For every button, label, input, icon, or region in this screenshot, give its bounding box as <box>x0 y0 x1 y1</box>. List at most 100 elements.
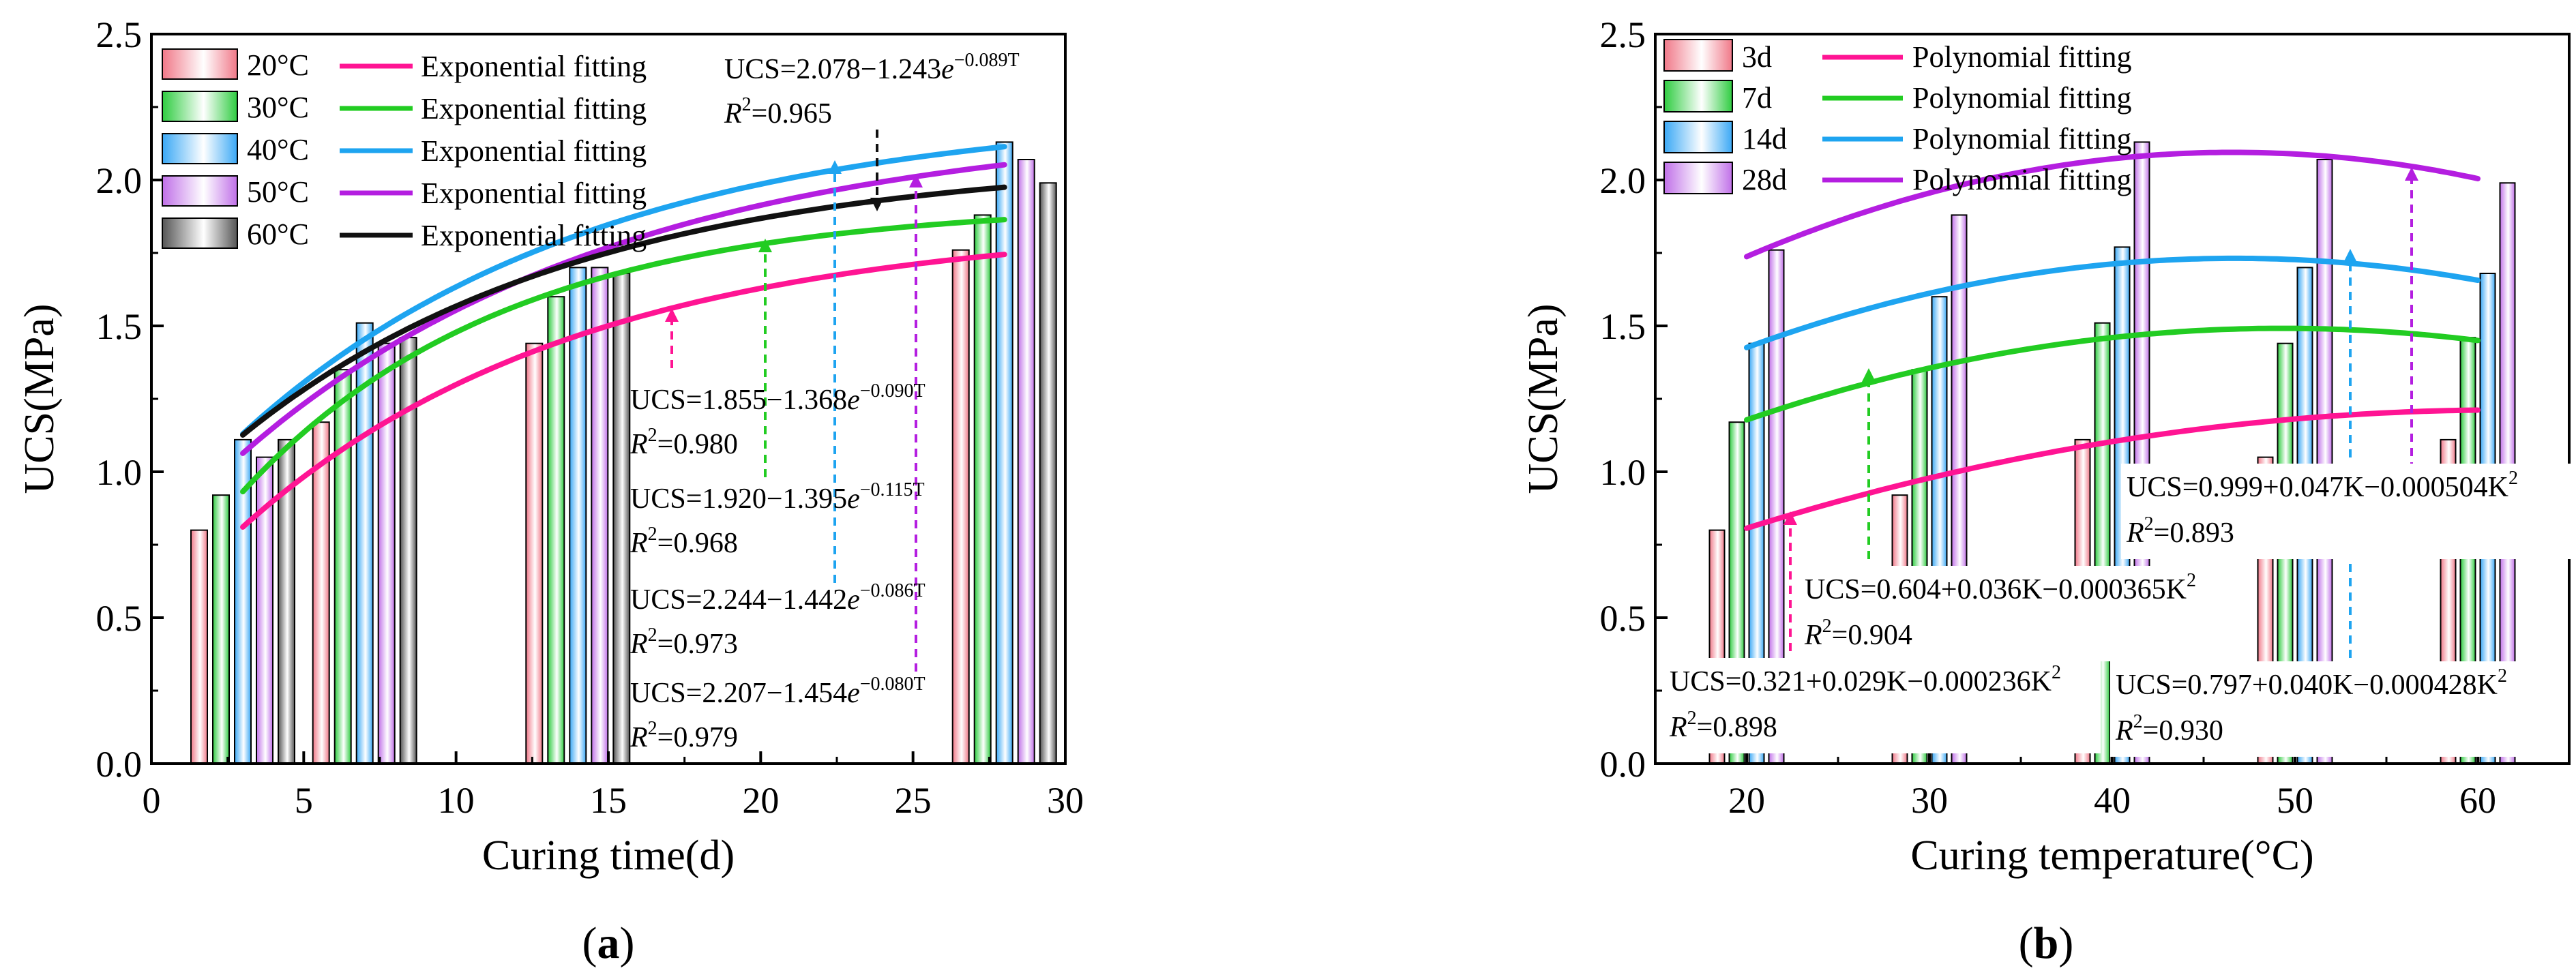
equation-7d: UCS=0.604+0.036K−0.000365K2 <box>1805 570 2196 605</box>
x-tick-label-30: 30 <box>1911 780 1948 821</box>
equation-30c: UCS=1.920−1.395e−0.115T <box>630 479 925 515</box>
legend-swatch-60c <box>162 217 238 249</box>
legend-swatch-28d <box>1663 162 1733 194</box>
legend-label-14d: 14d <box>1742 122 1787 155</box>
legend-swatch-20c <box>162 48 238 80</box>
legend-fit-label-40c: Exponential fitting <box>421 134 647 168</box>
annotation-arrows-b <box>1783 167 2418 658</box>
y-tick-label-2.5: 2.5 <box>1600 14 1646 55</box>
y-tick-label-1.5: 1.5 <box>96 306 143 347</box>
legend-fit-label-3d: Polynomial fitting <box>1912 40 2131 74</box>
bar-20c-7 <box>312 421 330 764</box>
r2-50c: R2=0.979 <box>630 718 738 753</box>
equation-bg-3d <box>1664 658 2101 753</box>
bar-50c-14 <box>591 267 609 764</box>
legend-swatch-50c <box>162 175 238 207</box>
x-tick-label-20: 20 <box>742 780 779 821</box>
bar-20c-14 <box>525 342 544 764</box>
legend-swatch-14d <box>1663 121 1733 153</box>
equation-50c: UCS=2.207−1.454e−0.080T <box>630 674 926 709</box>
equation-40c: UCS=2.244−1.442e−0.086T <box>630 580 926 616</box>
y-tick-label-0.0: 0.0 <box>1600 744 1646 785</box>
equation-14d: UCS=0.797+0.040K−0.000428K2 <box>2116 665 2507 701</box>
bar-40c-14 <box>569 267 587 764</box>
legend-item-50c: 50°C Exponential fitting <box>162 175 647 210</box>
bar-60c-7 <box>399 337 417 765</box>
x-axis-label-b: Curing temperature(°C) <box>1910 832 2313 879</box>
bar-50c-7 <box>377 342 396 764</box>
y-tick-label-0.5: 0.5 <box>96 598 143 639</box>
y-tick-label-1.0: 1.0 <box>96 452 143 493</box>
legend-fit-label-14d: Polynomial fitting <box>1912 122 2131 155</box>
y-tick-label-1.5: 1.5 <box>1600 306 1646 347</box>
r2-40c: R2=0.973 <box>630 625 738 660</box>
x-tick-label-10: 10 <box>438 780 475 821</box>
bar-60c-14 <box>612 273 631 764</box>
legend-fit-label-60c: Exponential fitting <box>421 219 647 252</box>
fit-curve-14d <box>1744 255 2481 350</box>
legend-label-40c: 40°C <box>247 133 309 166</box>
x-tick-label-30: 30 <box>1047 780 1084 821</box>
x-tick-label-20: 20 <box>1728 780 1765 821</box>
legend-fit-label-50c: Exponential fitting <box>421 177 647 210</box>
bar-20c-3 <box>190 529 208 764</box>
legend-a: 20°C Exponential fitting 30°C Exponentia… <box>162 48 647 252</box>
x-axis-label-a: Curing time(d) <box>482 832 735 879</box>
legend-swatch-30c <box>162 91 238 122</box>
x-tick-label-40: 40 <box>2094 780 2131 821</box>
legend-item-3d: 3d Polynomial fitting <box>1663 39 2131 74</box>
bar-20c-28 <box>951 249 970 764</box>
y-axis-label-b: UCS(MPa) <box>1520 303 1567 494</box>
bar-50c-3 <box>256 456 273 764</box>
x-ticks-b: 20 30 40 50 60 <box>1728 751 2496 821</box>
equation-bg-28d <box>2121 464 2576 559</box>
bar-40c-28 <box>995 141 1013 764</box>
bar-30c-28 <box>973 214 992 764</box>
y-tick-label-2.0: 2.0 <box>96 160 143 201</box>
r2-20c: R2=0.980 <box>630 425 738 460</box>
legend-fit-label-28d: Polynomial fitting <box>1912 163 2131 196</box>
equations-a: UCS=2.078−1.243e−0.089T R2=0.965 UCS=1.8… <box>630 50 1020 753</box>
legend-item-7d: 7d Polynomial fitting <box>1663 80 2131 115</box>
x-tick-label-0: 0 <box>143 780 161 821</box>
panel-label-b: (b) <box>2019 918 2074 968</box>
legend-item-60c: 60°C Exponential fitting <box>162 217 647 252</box>
legend-item-28d: 28d Polynomial fitting <box>1663 162 2131 196</box>
fit-curves-b <box>1744 149 2481 531</box>
y-tick-label-1.0: 1.0 <box>1600 452 1646 493</box>
legend-label-28d: 28d <box>1742 163 1787 196</box>
fit-curve-28d <box>1744 149 2481 260</box>
x-tick-label-60: 60 <box>2459 780 2496 821</box>
bar-30c-7 <box>334 369 352 764</box>
legend-item-20c: 20°C Exponential fitting <box>162 48 647 83</box>
x-ticks-a: 0 5 10 15 20 25 30 <box>143 751 1084 821</box>
fit-curve-20c <box>240 252 1007 530</box>
bar-30c-14 <box>547 296 565 764</box>
x-tick-label-25: 25 <box>895 780 932 821</box>
bar-40c-7 <box>355 322 374 764</box>
equations-b: UCS=0.999+0.047K−0.000504K2 R2=0.893 UCS… <box>1664 464 2576 757</box>
legend-label-7d: 7d <box>1742 81 1772 115</box>
legend-swatch-3d <box>1663 39 1733 72</box>
r2-60c: R2=0.965 <box>724 94 832 130</box>
y-tick-label-2.5: 2.5 <box>96 14 143 55</box>
legend-label-20c: 20°C <box>247 48 309 82</box>
legend-item-30c: 30°C Exponential fitting <box>162 91 647 125</box>
legend-label-3d: 3d <box>1742 40 1772 74</box>
bars-a <box>190 141 1057 765</box>
legend-fit-label-20c: Exponential fitting <box>421 50 647 83</box>
equation-3d: UCS=0.321+0.029K−0.000236K2 <box>1670 662 2061 697</box>
y-ticks-b: 0.0 0.5 1.0 1.5 2.0 2.5 <box>1600 14 1668 785</box>
legend-label-60c: 60°C <box>247 217 309 251</box>
equation-bg-14d <box>2110 661 2560 757</box>
legend-label-30c: 30°C <box>247 91 309 124</box>
x-tick-label-15: 15 <box>590 780 627 821</box>
y-tick-label-0.5: 0.5 <box>1600 598 1646 639</box>
legend-item-14d: 14d Polynomial fitting <box>1663 121 2131 155</box>
r2-3d: R2=0.898 <box>1669 708 1777 743</box>
annotation-arrows-a <box>665 130 923 672</box>
y-tick-label-2.0: 2.0 <box>1600 160 1646 201</box>
panel-label-a: (a) <box>582 918 635 968</box>
y-tick-label-0.0: 0.0 <box>96 744 143 785</box>
legend-b: 3d Polynomial fitting 7d Polynomial fitt… <box>1663 39 2131 196</box>
